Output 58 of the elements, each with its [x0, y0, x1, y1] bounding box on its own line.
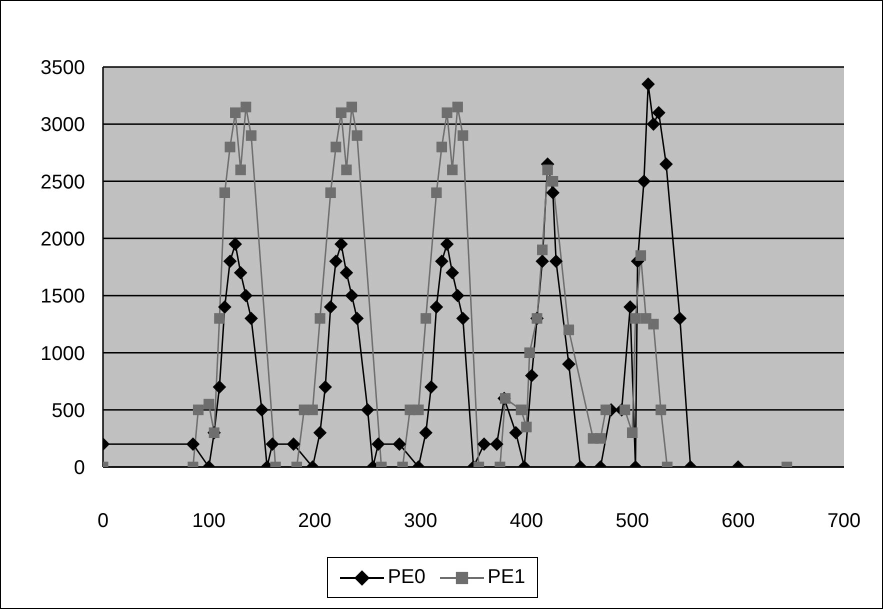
- point: [230, 107, 241, 118]
- x-tick-label: 200: [298, 510, 332, 532]
- y-tick-label: 3000: [40, 114, 85, 136]
- y-tick-label: 500: [52, 400, 85, 422]
- point: [352, 130, 362, 141]
- point: [620, 404, 630, 416]
- x-tick-label: 0: [97, 510, 109, 532]
- point: [325, 187, 336, 198]
- point: [246, 130, 256, 141]
- y-tick-label: 0: [74, 457, 85, 480]
- point: [330, 142, 342, 152]
- point: [542, 164, 553, 176]
- point: [563, 324, 574, 336]
- point: [307, 404, 318, 416]
- point: [436, 142, 448, 152]
- point: [452, 102, 463, 112]
- point: [431, 187, 442, 198]
- x-tick-label: 500: [616, 510, 649, 532]
- point: [240, 102, 252, 112]
- x-tick-label: 100: [192, 510, 226, 532]
- point: [524, 347, 535, 358]
- y-tick-label: 1000: [40, 342, 85, 365]
- point: [224, 142, 236, 152]
- y-tick-label: 1500: [40, 286, 85, 308]
- point: [635, 250, 646, 261]
- point: [447, 164, 458, 176]
- legend-label: PE0: [388, 566, 426, 589]
- y-tick-label: 2500: [40, 171, 85, 194]
- point: [648, 318, 659, 330]
- x-tick-label: 700: [827, 510, 861, 532]
- point: [521, 422, 532, 432]
- point: [214, 313, 225, 324]
- point: [192, 404, 204, 416]
- point: [413, 404, 424, 416]
- x-tick-label: 600: [721, 510, 755, 532]
- point: [600, 404, 612, 416]
- point: [595, 433, 606, 444]
- y-tick-label: 3500: [40, 57, 85, 80]
- point: [314, 313, 326, 324]
- x-tick-label: 300: [404, 510, 438, 532]
- point: [442, 107, 452, 118]
- point: [420, 313, 432, 324]
- point: [336, 107, 346, 118]
- x-tick-label: 400: [510, 510, 544, 532]
- point: [548, 176, 558, 187]
- point: [341, 164, 352, 176]
- y-tick-label: 2000: [40, 228, 85, 251]
- point: [458, 130, 468, 141]
- point: [626, 427, 638, 438]
- legend-label: PE1: [488, 566, 526, 589]
- point: [516, 404, 526, 416]
- point: [630, 313, 641, 324]
- point: [204, 398, 214, 410]
- point: [235, 164, 246, 176]
- point: [219, 187, 230, 198]
- point: [656, 404, 666, 416]
- point: [346, 102, 358, 112]
- point: [537, 244, 548, 256]
